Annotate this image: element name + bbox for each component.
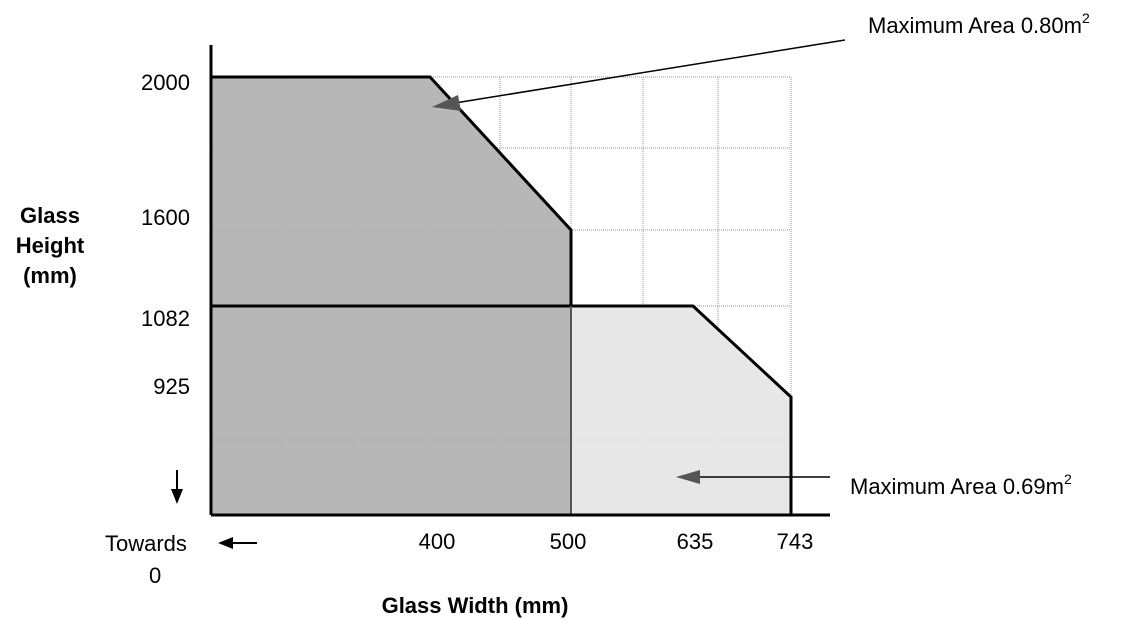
svg-text:Maximum Area 0.69m2: Maximum Area 0.69m2 xyxy=(850,471,1072,499)
annotation-sup: 2 xyxy=(1082,10,1090,26)
x-tick-label: 500 xyxy=(550,529,587,554)
outline-max-069 xyxy=(211,304,793,515)
y-axis-title-line: Glass xyxy=(20,203,80,228)
area-max-069 xyxy=(571,306,791,515)
towards-zero-label: 0 xyxy=(149,563,161,588)
towards-label: Towards xyxy=(105,531,187,556)
annotation-max-069: Maximum Area 0.69m2 xyxy=(676,470,1072,499)
annotation-max-080: Maximum Area 0.80m2 xyxy=(432,10,1090,111)
x-tick-label: 635 xyxy=(677,529,714,554)
annotation-sup: 2 xyxy=(1064,471,1072,487)
arrow-down-icon xyxy=(171,470,183,504)
arrow-left-icon xyxy=(218,537,257,549)
x-axis-title: Glass Width (mm) xyxy=(382,593,569,618)
y-tick-label: 1082 xyxy=(141,306,190,331)
annotation-label: Maximum Area 0.69m xyxy=(850,474,1064,499)
lower-block-area xyxy=(211,306,571,515)
annotation-label: Maximum Area 0.80m xyxy=(868,13,1082,38)
svg-text:Maximum Area 0.80m2: Maximum Area 0.80m2 xyxy=(868,10,1090,38)
y-axis-title-line: Height xyxy=(16,233,85,258)
y-axis-title-line: (mm) xyxy=(23,263,77,288)
y-tick-label: 2000 xyxy=(141,70,190,95)
area-max-080 xyxy=(211,77,571,306)
y-tick-label: 925 xyxy=(153,374,190,399)
x-tick-label: 400 xyxy=(419,529,456,554)
y-tick-label: 1600 xyxy=(141,205,190,230)
x-tick-label: 743 xyxy=(777,529,814,554)
